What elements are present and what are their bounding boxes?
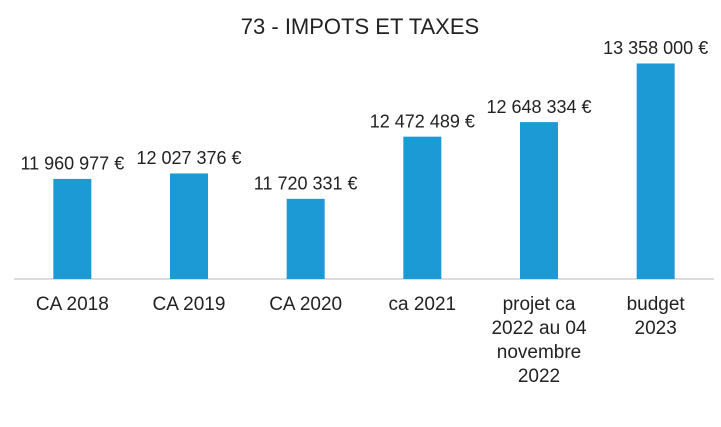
value-label: 12 472 489 € — [370, 111, 475, 131]
x-tick-label: budget 2023 — [626, 294, 685, 339]
value-label: 12 027 376 € — [136, 148, 241, 168]
bar — [170, 173, 208, 279]
value-label: 11 720 331 € — [254, 174, 358, 194]
x-tick-label: CA 2018 — [35, 294, 109, 315]
bar — [53, 178, 92, 279]
x-tick-label: CA 2020 — [269, 294, 343, 315]
bar — [403, 136, 442, 279]
value-label: 11 960 977 € — [20, 154, 124, 174]
bar — [636, 63, 675, 279]
value-label: 13 358 000 € — [603, 38, 708, 58]
x-tick-label: CA 2019 — [152, 294, 226, 315]
bar — [520, 122, 558, 280]
x-tick-label: projet ca 2022 au 04 novembre 2022 — [491, 294, 587, 387]
chart-title: 73 - IMPOTS ET TAXES — [241, 14, 479, 39]
x-tick-label: ca 2021 — [388, 294, 457, 315]
bar — [286, 198, 325, 279]
value-label: 12 648 334 € — [486, 97, 591, 117]
